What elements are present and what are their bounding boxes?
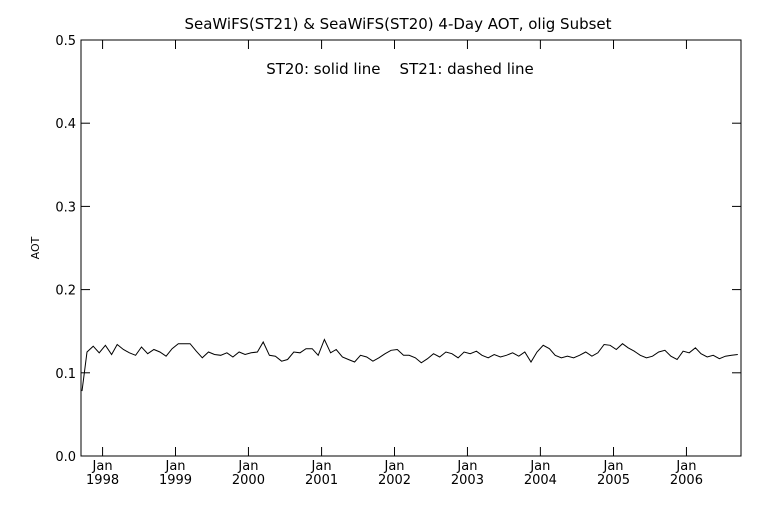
series-line-st20 xyxy=(81,338,738,392)
y-axis-label: AOT xyxy=(29,236,42,259)
y-axis: 0.0 0.1 0.2 0.3 0.4 0.5 xyxy=(55,34,741,465)
x-tick-year-label: 2003 xyxy=(451,473,484,488)
x-tick-month-label: Jan xyxy=(383,459,404,474)
x-tick-year-label: 1999 xyxy=(159,473,192,488)
y-tick-label: 0.4 xyxy=(55,117,76,132)
y-tick-label: 0.3 xyxy=(55,200,76,215)
x-tick-year-label: 2004 xyxy=(524,473,557,488)
x-tick-year-label: 2001 xyxy=(305,473,338,488)
line-style-annotation: ST20: solid line ST21: dashed line xyxy=(266,60,534,78)
y-tick-label: 0.0 xyxy=(55,450,76,465)
x-tick-month-label: Jan xyxy=(602,459,623,474)
chart-title: SeaWiFS(ST21) & SeaWiFS(ST20) 4-Day AOT,… xyxy=(184,15,611,33)
series-layer xyxy=(81,338,738,392)
x-tick-year-label: 2000 xyxy=(232,473,265,488)
y-tick-label: 0.5 xyxy=(55,34,76,49)
plot-frame xyxy=(80,39,742,457)
x-tick-year-label: 2002 xyxy=(378,473,411,488)
y-tick-label: 0.1 xyxy=(55,367,76,382)
x-axis: Jan1998Jan1999Jan2000Jan2001Jan2002Jan20… xyxy=(86,40,703,488)
x-tick-month-label: Jan xyxy=(237,459,258,474)
x-tick-year-label: 2005 xyxy=(597,473,630,488)
x-tick-month-label: Jan xyxy=(456,459,477,474)
x-tick-month-label: Jan xyxy=(92,459,113,474)
x-tick-month-label: Jan xyxy=(164,459,185,474)
x-tick-year-label: 2006 xyxy=(670,473,703,488)
y-tick-label: 0.2 xyxy=(55,284,76,299)
x-tick-year-label: 1998 xyxy=(86,473,119,488)
x-tick-month-label: Jan xyxy=(675,459,696,474)
x-tick-month-label: Jan xyxy=(529,459,550,474)
x-tick-month-label: Jan xyxy=(311,459,332,474)
